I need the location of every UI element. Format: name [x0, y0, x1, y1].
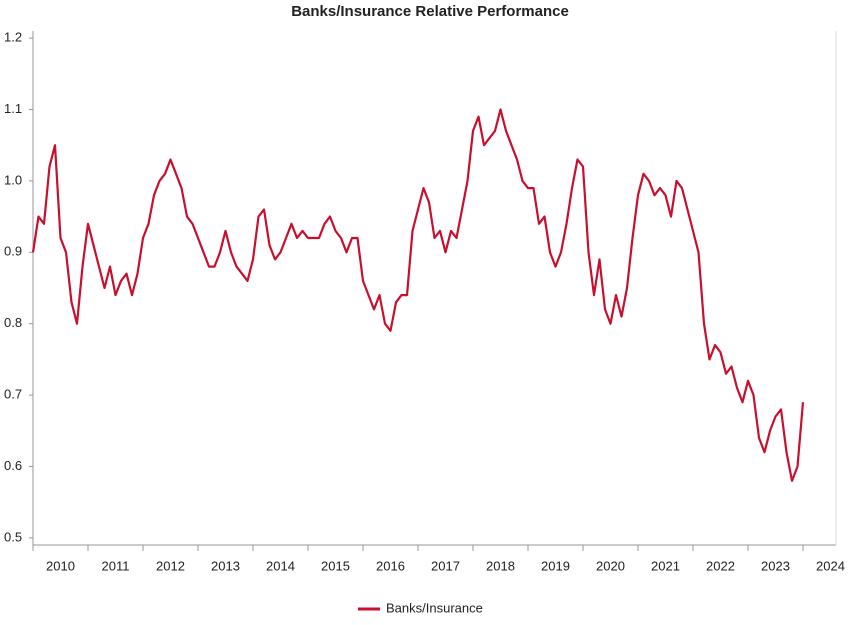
y-tick-label: 1.1 — [4, 101, 22, 116]
y-tick-label: 0.7 — [4, 387, 22, 402]
x-tick-label: 2015 — [321, 558, 350, 573]
x-tick-label: 2011 — [102, 558, 130, 573]
x-tick-label: 2016 — [376, 558, 405, 573]
x-tick-label: 2024 — [816, 558, 845, 573]
x-tick-label: 2020 — [596, 558, 625, 573]
y-tick-label: 0.9 — [4, 244, 22, 259]
x-tick-label: 2018 — [486, 558, 515, 573]
x-tick-label: 2021 — [651, 558, 680, 573]
line-series — [31, 108, 805, 482]
legend-label: Banks/Insurance — [386, 600, 483, 615]
x-tick-label: 2014 — [266, 558, 295, 573]
x-tick-label: 2017 — [431, 558, 460, 573]
x-tick-label: 2010 — [46, 558, 75, 573]
chart-title: Banks/Insurance Relative Performance — [291, 3, 569, 20]
y-tick-label: 1.2 — [4, 30, 22, 45]
x-tick-label: 2023 — [761, 558, 790, 573]
y-tick-label: 0.5 — [4, 529, 22, 544]
x-tick-label: 2012 — [156, 558, 185, 573]
x-tick-label: 2022 — [706, 558, 735, 573]
x-tick-label: 2019 — [541, 558, 570, 573]
x-tick-label: 2013 — [211, 558, 240, 573]
y-tick-label: 1.0 — [4, 172, 22, 187]
y-tick-label: 0.6 — [4, 458, 22, 473]
y-tick-label: 0.8 — [4, 315, 22, 330]
